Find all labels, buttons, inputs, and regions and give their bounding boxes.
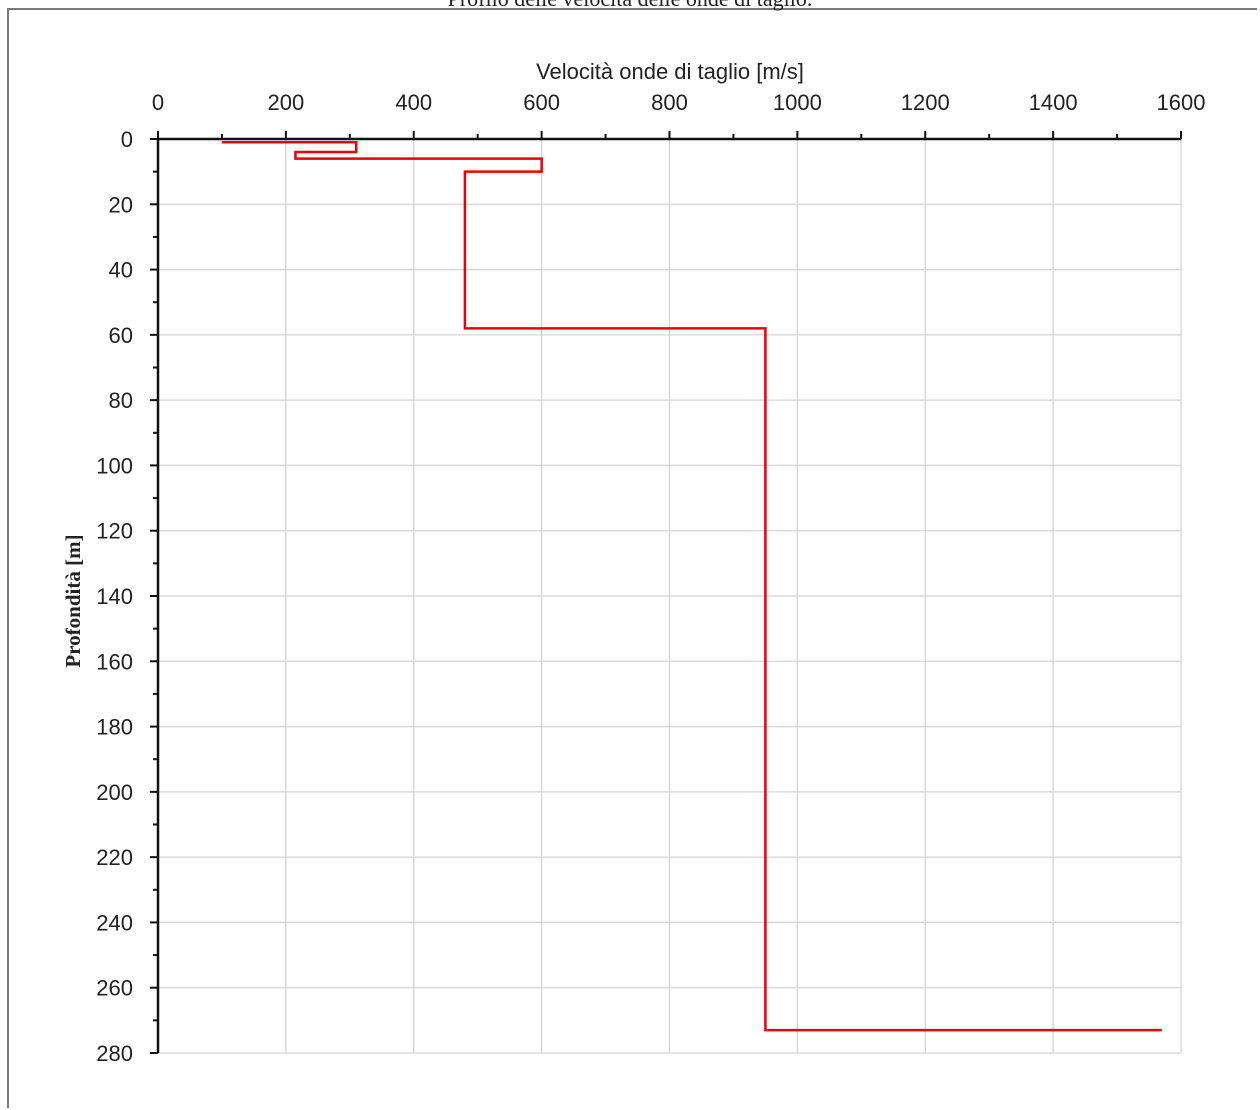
y-tick-label: 220	[96, 845, 133, 870]
x-tick-label: 200	[268, 90, 305, 115]
y-tick-label: 280	[96, 1041, 133, 1066]
y-tick-label: 160	[96, 649, 133, 674]
series	[221, 141, 1162, 1032]
velocity-profile-line	[221, 141, 1162, 1032]
y-tick-label: 120	[96, 519, 133, 544]
y-tick-label: 140	[96, 584, 133, 609]
y-tick-label: 20	[109, 192, 133, 217]
x-tick-label: 1600	[1157, 90, 1206, 115]
x-tick-label: 400	[395, 90, 432, 115]
y-tick-label: 180	[96, 715, 133, 740]
x-tick-label: 600	[523, 90, 560, 115]
y-tick-label: 260	[96, 976, 133, 1001]
x-axis-title: Velocità onde di taglio [m/s]	[536, 59, 804, 84]
ticks: 0 200 400 600 800 1000 1200 1400 1600 0 20 40 60 80 10…	[96, 90, 1205, 1066]
x-tick-label: 1000	[773, 90, 822, 115]
x-tick-label: 1400	[1029, 90, 1078, 115]
y-axis-title: Profondità [m]	[61, 534, 85, 667]
page-title: Profilo delle velocità delle onde di tag…	[0, 0, 1260, 12]
y-tick-label: 100	[96, 453, 133, 478]
y-tick-label: 80	[109, 388, 133, 413]
grid	[158, 139, 1182, 1054]
y-tick-label: 60	[109, 323, 133, 348]
y-tick-label: 200	[96, 780, 133, 805]
x-tick-label: 800	[651, 90, 688, 115]
x-tick-label: 1200	[901, 90, 950, 115]
y-tick-label: 240	[96, 910, 133, 935]
x-tick-label: 0	[152, 90, 164, 115]
y-tick-label: 40	[109, 258, 133, 283]
chart-frame	[7, 8, 1257, 1108]
y-tick-label: 0	[121, 127, 133, 152]
